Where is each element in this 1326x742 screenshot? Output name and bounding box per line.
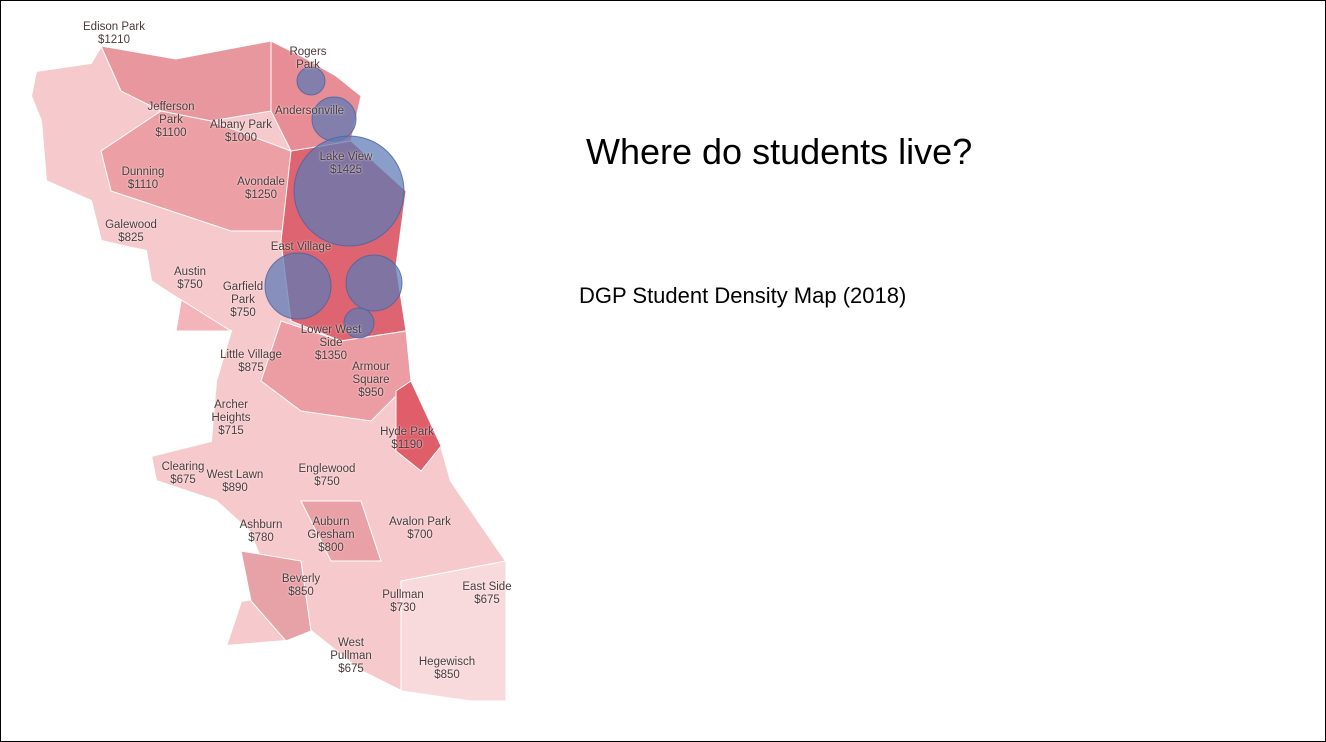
neighborhood-name: Avalon Park xyxy=(389,516,451,528)
neighborhood-name: Lake View xyxy=(319,151,373,163)
neighborhood-rent: $800 xyxy=(318,542,344,554)
neighborhood-rent: $780 xyxy=(248,532,274,544)
neighborhood-rent: $1250 xyxy=(245,189,277,201)
neighborhood-rent: $730 xyxy=(390,602,416,614)
region xyxy=(100,40,272,122)
neighborhood-name: East Side xyxy=(462,581,512,593)
neighborhood-name: Andersonville xyxy=(275,105,345,117)
neighborhood-label: Hegewisch $850 xyxy=(416,656,478,682)
neighborhood-label: Beverly $850 xyxy=(270,573,332,599)
neighborhood-name: Clearing xyxy=(161,461,205,473)
neighborhood-rent: $1350 xyxy=(315,350,347,362)
neighborhood-rent: $1425 xyxy=(330,164,362,176)
neighborhood-rent: $715 xyxy=(218,425,244,437)
neighborhood-label: Rogers Park xyxy=(277,46,339,72)
neighborhood-name: West Pullman xyxy=(330,637,372,662)
neighborhood-rent: $850 xyxy=(288,586,314,598)
neighborhood-label: Pullman $730 xyxy=(372,589,434,615)
neighborhood-rent: $750 xyxy=(177,279,203,291)
neighborhood-rent: $1110 xyxy=(127,179,159,191)
neighborhood-label: Albany Park $1000 xyxy=(210,119,272,145)
student-bubble xyxy=(293,135,405,247)
neighborhood-rent: $750 xyxy=(314,476,340,488)
slide-subtitle: DGP Student Density Map (2018) xyxy=(579,283,907,308)
neighborhood-label: East Side $675 xyxy=(456,581,518,607)
neighborhood-label: Dunning $1110 xyxy=(112,166,174,192)
neighborhood-name: Little Village xyxy=(220,349,282,361)
neighborhood-name: Hyde Park xyxy=(380,426,434,438)
neighborhood-name: Albany Park xyxy=(210,119,273,131)
neighborhood-label: Jefferson Park $1100 xyxy=(140,101,202,140)
neighborhood-label: Archer Heights $715 xyxy=(200,399,262,438)
neighborhood-label: Avondale $1250 xyxy=(230,176,292,202)
region xyxy=(150,280,233,332)
region xyxy=(260,320,412,422)
neighborhood-rent: $1190 xyxy=(391,439,423,451)
neighborhood-name: Hegewisch xyxy=(418,656,476,668)
neighborhood-label: Galewood $825 xyxy=(100,219,162,245)
neighborhood-rent: $675 xyxy=(474,594,500,606)
neighborhood-label: West Lawn $890 xyxy=(204,469,266,495)
neighborhood-label: East Village xyxy=(270,241,332,254)
neighborhood-label: Clearing $675 xyxy=(152,461,214,487)
student-bubble xyxy=(296,66,326,96)
neighborhood-rent: $1210 xyxy=(98,34,130,46)
neighborhood-label: Lower West Side $1350 xyxy=(300,324,362,363)
slide-title: Where do students live? xyxy=(586,131,973,172)
neighborhood-label: Lake View $1425 xyxy=(315,151,377,177)
neighborhood-rent: $1000 xyxy=(225,132,257,144)
neighborhood-label: West Pullman $675 xyxy=(320,637,382,676)
neighborhood-name: Austin xyxy=(174,266,206,278)
neighborhood-rent: $1100 xyxy=(155,127,187,139)
neighborhood-label: Auburn Gresham $800 xyxy=(300,516,362,555)
neighborhood-label: Little Village $875 xyxy=(220,349,282,375)
neighborhood-name: Archer Heights xyxy=(211,399,251,424)
neighborhood-name: East Village xyxy=(270,241,332,253)
neighborhood-rent: $890 xyxy=(222,482,248,494)
neighborhood-name: Auburn Gresham xyxy=(307,516,355,541)
neighborhood-name: Garfield Park xyxy=(222,281,264,306)
neighborhood-rent: $675 xyxy=(338,663,364,675)
neighborhood-label: Armour Square $950 xyxy=(340,361,402,400)
neighborhood-name: Jefferson Park xyxy=(147,101,195,126)
neighborhood-name: Ashburn xyxy=(239,519,283,531)
region xyxy=(400,560,507,702)
neighborhood-rent: $700 xyxy=(407,529,433,541)
neighborhood-name: Avondale xyxy=(237,176,285,188)
region xyxy=(395,380,442,472)
neighborhood-name: West Lawn xyxy=(206,469,264,481)
neighborhood-label: Garfield Park $750 xyxy=(212,281,274,320)
map xyxy=(29,39,507,702)
neighborhood-label: Englewood $750 xyxy=(296,463,358,489)
neighborhood-name: Beverly xyxy=(281,573,321,585)
region xyxy=(300,500,382,562)
neighborhood-rent: $850 xyxy=(434,669,460,681)
neighborhood-name: Armour Square xyxy=(352,361,390,386)
neighborhood-rent: $675 xyxy=(170,474,196,486)
student-bubble xyxy=(345,254,403,312)
neighborhood-name: Dunning xyxy=(121,166,165,178)
student-bubble xyxy=(343,307,375,339)
neighborhood-name: Englewood xyxy=(298,463,356,475)
neighborhood-label: Hyde Park $1190 xyxy=(376,426,438,452)
neighborhood-label: Austin $750 xyxy=(159,266,221,292)
neighborhood-rent: $750 xyxy=(230,307,256,319)
neighborhood-rent: $950 xyxy=(358,387,384,399)
neighborhood-rent: $875 xyxy=(238,362,264,374)
neighborhood-label: Ashburn $780 xyxy=(230,519,292,545)
neighborhood-label: Andersonville xyxy=(275,105,345,118)
student-bubble xyxy=(264,252,332,320)
student-bubble xyxy=(311,96,357,142)
neighborhood-name: Lower West Side xyxy=(300,324,362,349)
region xyxy=(240,550,312,642)
neighborhood-rent: $825 xyxy=(118,232,144,244)
neighborhood-label: Avalon Park $700 xyxy=(389,516,451,542)
neighborhood-name: Rogers Park xyxy=(289,46,327,71)
neighborhood-name: Pullman xyxy=(382,589,424,601)
neighborhood-name: Edison Park xyxy=(83,21,146,33)
neighborhood-label: Edison Park $1210 xyxy=(83,21,145,47)
region xyxy=(100,110,292,232)
neighborhood-name: Galewood xyxy=(105,219,157,231)
